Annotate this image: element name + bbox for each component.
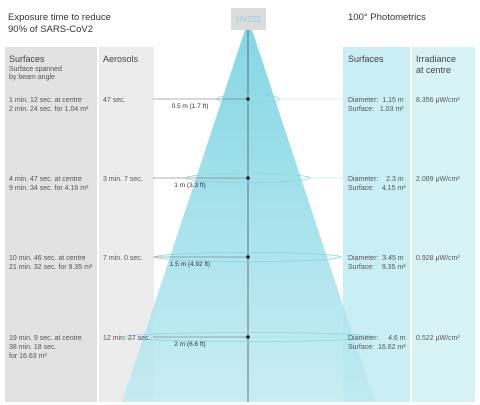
distance-label: 0.5 m (1.7 ft) [172, 103, 209, 110]
surfaces-time: 1 min. 12 sec. at centre [9, 97, 82, 104]
photo-value: Surface: 16.62 m² [348, 344, 406, 351]
photo-value: Diameter: 3.45 m [348, 255, 404, 262]
column-note: by beam angle [9, 74, 55, 81]
device [231, 8, 266, 30]
photo-value: Diameter: 2.3 m [348, 176, 404, 183]
photo-value: Surface: 1.03 m² [348, 106, 404, 113]
distance-dot [246, 97, 250, 101]
distance-label: 1.5 m (4.92 ft) [170, 261, 210, 268]
surfaces-time: 2 min. 24 sec. for 1.04 m² [9, 106, 89, 113]
column-header: Surfaces [9, 54, 45, 64]
surfaces-panel [5, 47, 97, 402]
aerosols-time: 12 min. 27 sec. [103, 335, 151, 342]
aerosols-time: 3 min. 7 sec. [103, 176, 143, 183]
irradiance-value: 8.356 μW/cm² [416, 97, 460, 104]
surfaces-time: 9 min. 34 sec. for 4.16 m² [9, 185, 89, 192]
irradiance-panel [412, 47, 475, 402]
device-label: UV222 [236, 15, 261, 24]
distance-dot [246, 335, 250, 339]
aerosols-time: 47 sec. [103, 97, 126, 104]
surfaces-time: 38 min. 18 sec. [9, 344, 57, 351]
distance-label: 1 m (3.3 ft) [174, 182, 205, 189]
irradiance-value: 2.089 μW/cm² [416, 176, 460, 183]
irradiance-value: 0.928 μW/cm² [416, 255, 460, 262]
column-header: at centre [416, 65, 451, 75]
surfaces-time: for 16.63 m² [9, 353, 47, 360]
beam-cone [122, 30, 375, 402]
left-title: 90% of SARS-CoV2 [8, 24, 93, 35]
surfaces-time: 4 min. 47 sec. at centre [9, 176, 82, 183]
surfaces-time: 10 min. 46 sec. at centre [9, 255, 86, 262]
column-header: Aerosols [103, 54, 139, 64]
photo-value: Diameter: 1.15 m [348, 97, 404, 104]
distance-dot [246, 176, 250, 180]
photo-value: Surface: 4.15 m² [348, 185, 406, 192]
distance-label: 2 m (6.6 ft) [174, 341, 205, 348]
surfaces-time: 21 min. 32 sec. for 9.35 m² [9, 264, 93, 271]
column-header: Irradiance [416, 54, 456, 64]
aerosols-time: 7 min. 0 sec. [103, 255, 143, 262]
irradiance-value: 0.522 μW/cm² [416, 335, 460, 342]
beam-ellipse [123, 332, 373, 342]
left-title: Exposure time to reduce [8, 12, 111, 23]
column-header: Surfaces [348, 54, 384, 64]
photo-value: Diameter: 4.6 m [348, 335, 406, 342]
right-title: 100° Photometrics [348, 12, 426, 23]
photo-value: Surface: 9.35 m² [348, 264, 406, 271]
distance-dot [246, 255, 250, 259]
column-note: Surface spanned [9, 66, 62, 73]
surfaces-time: 19 min. 9 sec. at centre [9, 335, 82, 342]
